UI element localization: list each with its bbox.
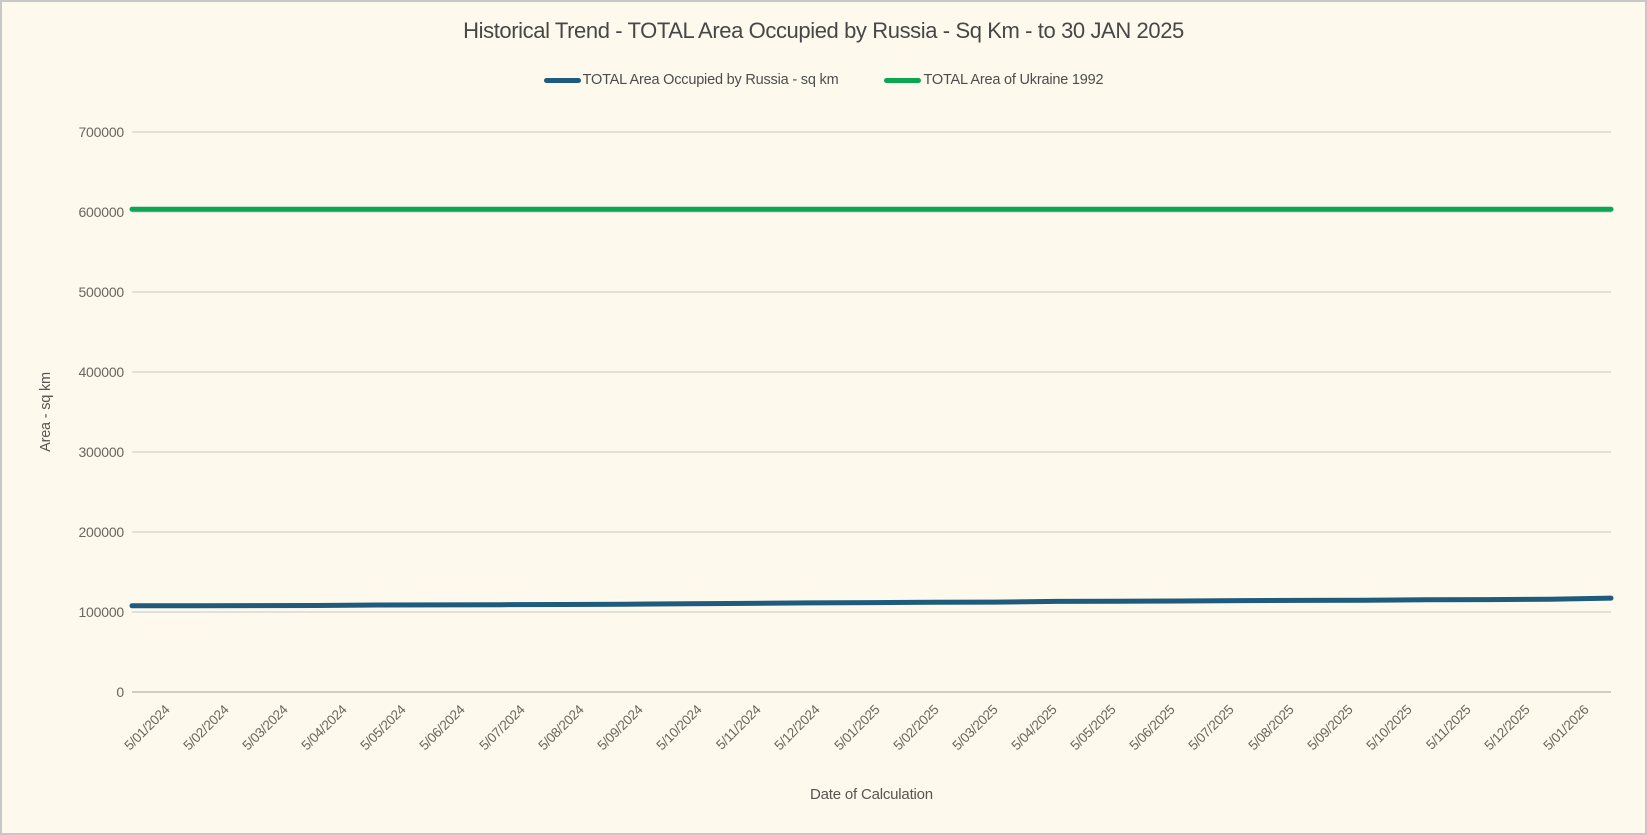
legend-line-marker-ukraine-icon <box>884 77 922 83</box>
y-tick-label: 0 <box>116 684 124 700</box>
legend-line-marker-russia-icon <box>543 77 581 83</box>
legend-item-russia[interactable]: TOTAL Area Occupied by Russia - sq km <box>543 72 839 88</box>
y-tick-label: 500000 <box>78 284 124 300</box>
legend-label-russia: TOTAL Area Occupied by Russia - sq km <box>582 72 839 88</box>
y-tick-label: 200000 <box>78 524 124 540</box>
legend-label-ukraine: TOTAL Area of Ukraine 1992 <box>923 72 1104 88</box>
y-tick-label: 300000 <box>78 444 124 460</box>
y-axis-title: Area - sq km <box>38 372 54 452</box>
series-line-1[interactable] <box>129 595 1614 609</box>
legend-item-ukraine[interactable]: TOTAL Area of Ukraine 1992 <box>884 72 1104 88</box>
chart-legend: TOTAL Area Occupied by Russia - sq km TO… <box>2 72 1645 88</box>
x-axis-title: Date of Calculation <box>810 786 933 803</box>
y-tick-label: 700000 <box>78 124 124 140</box>
y-tick-label: 400000 <box>78 364 124 380</box>
chart-title: Historical Trend - TOTAL Area Occupied b… <box>463 18 1184 43</box>
y-tick-label: 100000 <box>78 604 124 620</box>
y-tick-label: 600000 <box>78 204 124 220</box>
